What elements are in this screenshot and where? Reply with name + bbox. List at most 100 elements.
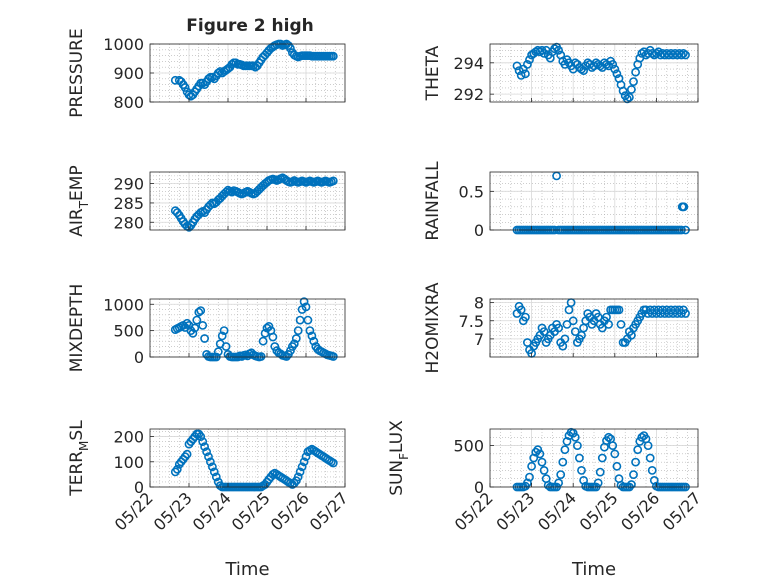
y-tick-label: 7.5 — [459, 312, 484, 331]
data-point — [285, 43, 295, 53]
x-tick-label: 05/25 — [228, 488, 274, 534]
x-tick-label: 05/26 — [267, 488, 313, 534]
subplot-7: 010020005/2205/2305/2405/2505/2605/27Tim… — [67, 420, 352, 580]
data-point — [211, 472, 221, 482]
data-point — [631, 457, 640, 467]
y-tick-label: 8 — [474, 294, 484, 313]
data-point — [196, 306, 206, 315]
data-point — [629, 470, 638, 479]
data-point — [217, 331, 227, 341]
data-point — [291, 334, 301, 343]
data-point — [521, 312, 530, 322]
y-axis-label: THETA — [423, 45, 443, 101]
data-point — [533, 445, 543, 455]
x-axis-label: Time — [224, 559, 269, 580]
data-point — [219, 326, 229, 335]
y-tick-label: 0.5 — [459, 182, 484, 201]
data-point — [256, 352, 266, 361]
y-tick-label: 100 — [113, 453, 144, 472]
data-point — [182, 449, 192, 459]
data-point — [309, 336, 319, 346]
data-point — [637, 49, 647, 58]
data-point — [205, 457, 215, 467]
data-point — [180, 83, 190, 92]
axes-box — [149, 298, 346, 358]
data-point — [550, 44, 559, 54]
data-point — [579, 66, 588, 75]
data-point — [560, 445, 570, 455]
data-point — [627, 85, 636, 94]
data-point — [614, 305, 624, 315]
data-point — [625, 92, 634, 102]
data-point — [554, 323, 563, 333]
data-point — [295, 467, 305, 477]
data-point — [198, 320, 208, 330]
y-axis-label: RAINFALL — [423, 161, 443, 241]
data-point — [289, 339, 299, 349]
data-point — [198, 437, 208, 446]
data-point — [652, 49, 661, 58]
data-point — [299, 297, 309, 306]
data-point — [200, 442, 209, 452]
y-tick-label: 0 — [474, 478, 484, 497]
y-axis-label: H2OMIXRA — [423, 282, 443, 373]
data-point — [608, 441, 618, 450]
data-point — [328, 458, 338, 468]
y-axis-label: AIRTEMP — [67, 165, 91, 236]
x-tick-label: 05/24 — [534, 488, 580, 534]
axes-box — [489, 43, 699, 103]
data-point — [556, 470, 566, 479]
data-point — [604, 319, 613, 329]
data-point — [568, 316, 578, 326]
data-point — [213, 68, 223, 78]
subplot-4: 0 0.5 RAINFALL — [423, 161, 699, 241]
data-point — [627, 480, 636, 489]
x-tick-label: 05/27 — [306, 488, 352, 534]
data-point — [202, 447, 211, 457]
y-axis-label: TERRMSL — [67, 420, 91, 497]
data-point — [562, 319, 572, 329]
data-point — [643, 441, 653, 450]
axes-box — [489, 171, 699, 231]
axes-box — [489, 298, 699, 358]
data-point — [282, 352, 291, 361]
x-tick-label: 05/26 — [617, 488, 663, 534]
data-point — [560, 334, 570, 344]
data-point — [328, 176, 338, 186]
subplot-6: 77.58 H2OMIXRA — [423, 282, 699, 374]
data-point — [629, 77, 638, 86]
figure-title: Figure 2 high — [186, 16, 314, 36]
data-point — [221, 342, 231, 351]
data-point — [554, 45, 563, 55]
data-point — [570, 432, 580, 442]
subplot-2: 292 294 THETA — [423, 42, 699, 104]
data-point — [328, 352, 338, 361]
data-point — [525, 55, 534, 65]
data-point — [570, 327, 580, 336]
data-point — [301, 452, 311, 462]
y-tick-label: 290 — [113, 175, 144, 194]
y-axis-label: MIXDEPTH — [67, 284, 87, 373]
data-point — [622, 94, 632, 104]
data-point — [633, 445, 643, 455]
data-point — [610, 449, 620, 459]
y-tick-label: 7 — [474, 330, 484, 349]
data-point — [264, 321, 274, 331]
data-point — [268, 332, 278, 342]
data-point — [192, 315, 202, 325]
data-point — [215, 67, 225, 76]
data-point — [604, 432, 613, 442]
data-point — [631, 67, 640, 77]
y-tick-label: 0 — [474, 221, 484, 240]
data-point — [677, 50, 686, 60]
y-tick-label: 292 — [453, 85, 484, 104]
data-point — [307, 331, 317, 341]
data-point — [577, 465, 586, 475]
data-point — [539, 465, 549, 475]
y-tick-label: 285 — [113, 194, 144, 213]
data-point — [196, 432, 206, 441]
data-point — [516, 305, 526, 315]
data-point — [595, 467, 605, 477]
plot-background — [490, 429, 698, 487]
